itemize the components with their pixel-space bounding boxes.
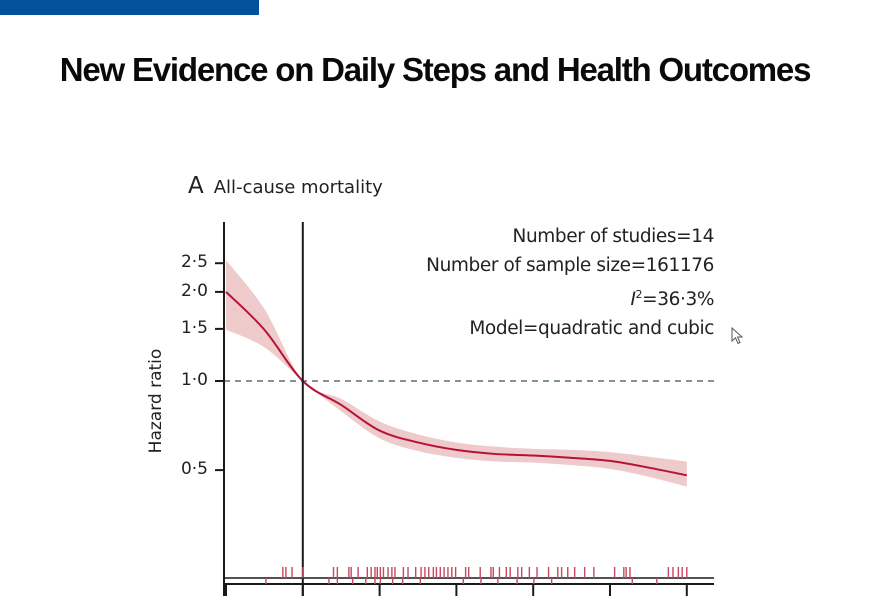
y-tick-label: 0·5	[180, 459, 208, 480]
panel-name: All-cause mortality	[213, 177, 383, 198]
stat-i2: I2=36·3%	[426, 280, 714, 314]
slide-title: New Evidence on Daily Steps and Health O…	[59, 51, 812, 88]
stat-studies: Number of studies=14	[512, 226, 715, 247]
confidence-band-layer	[226, 260, 687, 487]
y-axis-label: Hazard ratio	[146, 348, 166, 454]
stat-model: Model=quadratic and cubic	[469, 318, 714, 340]
stat-i2-sup: 2	[635, 288, 643, 301]
slide-accent-bar	[0, 0, 259, 15]
y-tick-label: 1·0	[180, 370, 208, 390]
mouse-cursor-icon	[731, 327, 744, 345]
y-tick-label: 2·0	[180, 280, 208, 301]
y-tick-label: 1·5	[180, 317, 208, 338]
y-tick-label: 2·5	[180, 252, 208, 273]
stat-sample-size: Number of sample size=161176	[426, 255, 714, 276]
panel-letter: A	[188, 173, 204, 199]
stat-i2-symbol: I	[630, 289, 636, 311]
panel-label: A All-cause mortality	[188, 173, 383, 199]
confidence-band	[226, 260, 687, 487]
stats-annotation: Number of studies=14 Number of sample si…	[426, 222, 714, 343]
stat-i2-value: =36·3%	[642, 289, 714, 311]
rug-layer	[265, 567, 688, 584]
